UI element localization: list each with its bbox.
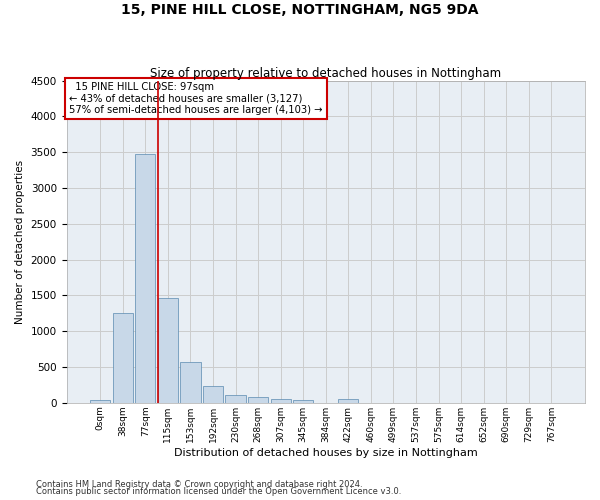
Bar	[271, 399, 291, 403]
Title: Size of property relative to detached houses in Nottingham: Size of property relative to detached ho…	[150, 66, 502, 80]
Text: 15 PINE HILL CLOSE: 97sqm
← 43% of detached houses are smaller (3,127)
57% of se: 15 PINE HILL CLOSE: 97sqm ← 43% of detac…	[69, 82, 323, 116]
Bar	[90, 400, 110, 403]
X-axis label: Distribution of detached houses by size in Nottingham: Distribution of detached houses by size …	[174, 448, 478, 458]
Y-axis label: Number of detached properties: Number of detached properties	[15, 160, 25, 324]
Bar	[158, 298, 178, 403]
Bar	[113, 312, 133, 403]
Bar	[135, 154, 155, 403]
Text: Contains HM Land Registry data © Crown copyright and database right 2024.: Contains HM Land Registry data © Crown c…	[36, 480, 362, 489]
Bar	[293, 400, 313, 403]
Text: Contains public sector information licensed under the Open Government Licence v3: Contains public sector information licen…	[36, 487, 401, 496]
Text: 15, PINE HILL CLOSE, NOTTINGHAM, NG5 9DA: 15, PINE HILL CLOSE, NOTTINGHAM, NG5 9DA	[121, 2, 479, 16]
Bar	[181, 362, 200, 403]
Bar	[248, 397, 268, 403]
Bar	[203, 386, 223, 403]
Bar	[226, 394, 246, 403]
Bar	[338, 399, 358, 403]
